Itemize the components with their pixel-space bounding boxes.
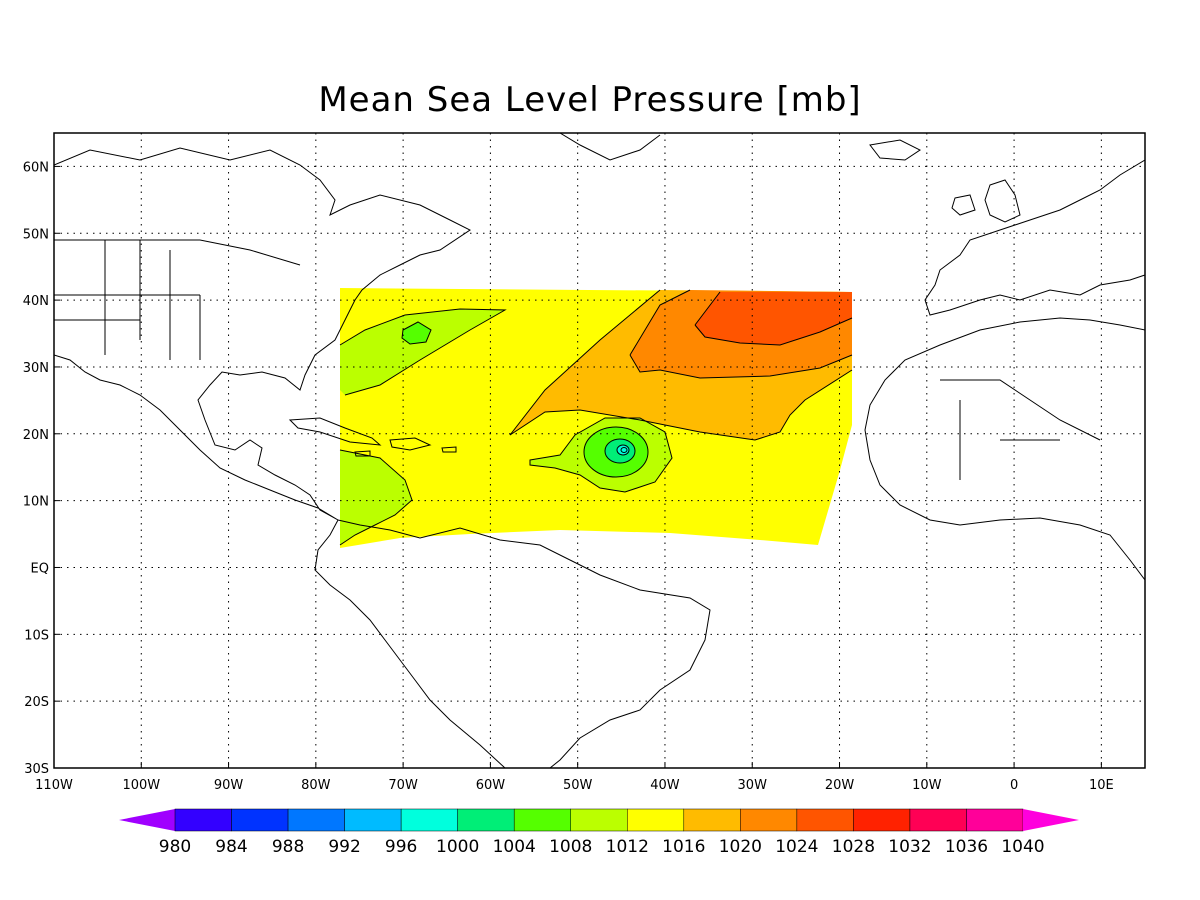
colorbar-label: 984 bbox=[215, 837, 247, 857]
colorbar-swatch bbox=[457, 808, 515, 832]
coastline-jamaica bbox=[354, 450, 371, 457]
colorbar-swatch bbox=[966, 808, 1024, 832]
lon-tick-label: 70W bbox=[388, 778, 418, 793]
coastlines bbox=[54, 133, 1145, 768]
lat-tick-label: 30N bbox=[23, 361, 49, 376]
lat-tick-label: 20S bbox=[24, 695, 49, 710]
field-1004-west-region bbox=[402, 322, 431, 344]
lat-tick-label: 50N bbox=[23, 227, 49, 242]
colorbar-label: 1012 bbox=[606, 837, 649, 857]
coastline-hispaniola bbox=[389, 437, 432, 451]
colorbar-swatch bbox=[400, 808, 458, 832]
longitude-axis-labels: 110W 100W 90W 80W 70W 60W 50W 40W 30W 20W 10W 0 10E bbox=[35, 762, 1114, 793]
map-frame bbox=[53, 132, 1146, 769]
lat-tick-label: 40N bbox=[23, 294, 49, 309]
lon-tick-label: 40W bbox=[650, 778, 680, 793]
colorbar-swatch bbox=[174, 808, 232, 832]
colorbar-swatch bbox=[683, 808, 741, 832]
colorbar-label: 1000 bbox=[436, 837, 479, 857]
colorbar-labels: 980 984 988 992 996 1000 1004 1008 1012 1016 1020 1… bbox=[159, 837, 1045, 857]
lon-tick-label: 90W bbox=[214, 778, 244, 793]
coastline-iceland bbox=[869, 139, 921, 161]
lon-tick-label: 20W bbox=[825, 778, 855, 793]
colorbar-label: 1024 bbox=[775, 837, 818, 857]
colorbar-swatch bbox=[513, 808, 571, 832]
colorbar-swatch bbox=[853, 808, 911, 832]
colorbar-label: 1016 bbox=[662, 837, 705, 857]
border-us-states bbox=[54, 240, 201, 360]
colorbar-label: 980 bbox=[159, 837, 191, 857]
lat-tick-label: 20N bbox=[23, 428, 49, 443]
lon-tick-label: 30W bbox=[738, 778, 768, 793]
border-africa bbox=[940, 379, 1101, 480]
colorbar-label: 992 bbox=[328, 837, 360, 857]
lat-tick-label: 30S bbox=[24, 762, 49, 777]
field-1008-south-region bbox=[340, 450, 412, 545]
colorbar-swatch bbox=[570, 808, 628, 832]
coastline-ireland bbox=[951, 194, 976, 216]
lat-tick-label: 60N bbox=[23, 160, 49, 175]
colorbar-swatch bbox=[287, 808, 345, 832]
colorbar-swatch bbox=[909, 808, 967, 832]
lat-tick-label: 10N bbox=[23, 495, 49, 510]
colorbar-label: 1028 bbox=[832, 837, 875, 857]
field-1024-region bbox=[695, 292, 852, 345]
lon-tick-label: 10E bbox=[1089, 778, 1114, 793]
colorbar-swatch bbox=[344, 808, 402, 832]
lon-tick-label: 100W bbox=[122, 778, 160, 793]
lon-tick-label: 0 bbox=[1010, 778, 1018, 793]
colorbar-swatch bbox=[231, 808, 289, 832]
latitude-axis-labels: 60N 50N 40N 30N 20N 10N EQ 10S 20S 30S bbox=[23, 160, 60, 777]
coastline-south-america bbox=[314, 519, 711, 768]
colorbar-label: 1004 bbox=[493, 837, 536, 857]
lon-tick-label: 60W bbox=[476, 778, 506, 793]
lat-tick-label: EQ bbox=[31, 561, 49, 576]
coastline-europe bbox=[924, 159, 1145, 316]
colorbar-label: 1020 bbox=[719, 837, 762, 857]
lon-tick-label: 50W bbox=[563, 778, 593, 793]
coastline-puerto-rico bbox=[441, 446, 457, 453]
lat-tick-label: 10S bbox=[24, 628, 49, 643]
lon-tick-label: 80W bbox=[301, 778, 331, 793]
coastline-africa bbox=[864, 317, 1145, 581]
coastline-british-isles bbox=[984, 179, 1021, 223]
pressure-field bbox=[340, 288, 852, 548]
colorbar-label: 1008 bbox=[549, 837, 592, 857]
field-1008-west-region bbox=[340, 309, 505, 395]
coastline-greenland bbox=[559, 133, 661, 161]
colorbar-swatch bbox=[740, 808, 798, 832]
contour-lines bbox=[339, 289, 853, 546]
colorbar-label: 1036 bbox=[945, 837, 988, 857]
colorbar-label: 1040 bbox=[1001, 837, 1044, 857]
colorbar-max-arrow bbox=[1023, 809, 1079, 831]
coastline-cuba bbox=[288, 417, 382, 446]
colorbar-label: 988 bbox=[272, 837, 304, 857]
page-title: Mean Sea Level Pressure [mb] bbox=[318, 80, 862, 120]
colorbar-swatch bbox=[796, 808, 854, 832]
colorbar-min-arrow bbox=[119, 809, 175, 831]
colorbar-label: 996 bbox=[385, 837, 417, 857]
lon-tick-label: 110W bbox=[35, 778, 73, 793]
border-us-canada bbox=[54, 239, 301, 266]
lon-tick-label: 10W bbox=[912, 778, 942, 793]
colorbar bbox=[119, 808, 1079, 832]
colorbar-swatch bbox=[627, 808, 685, 832]
colorbar-label: 1032 bbox=[888, 837, 931, 857]
